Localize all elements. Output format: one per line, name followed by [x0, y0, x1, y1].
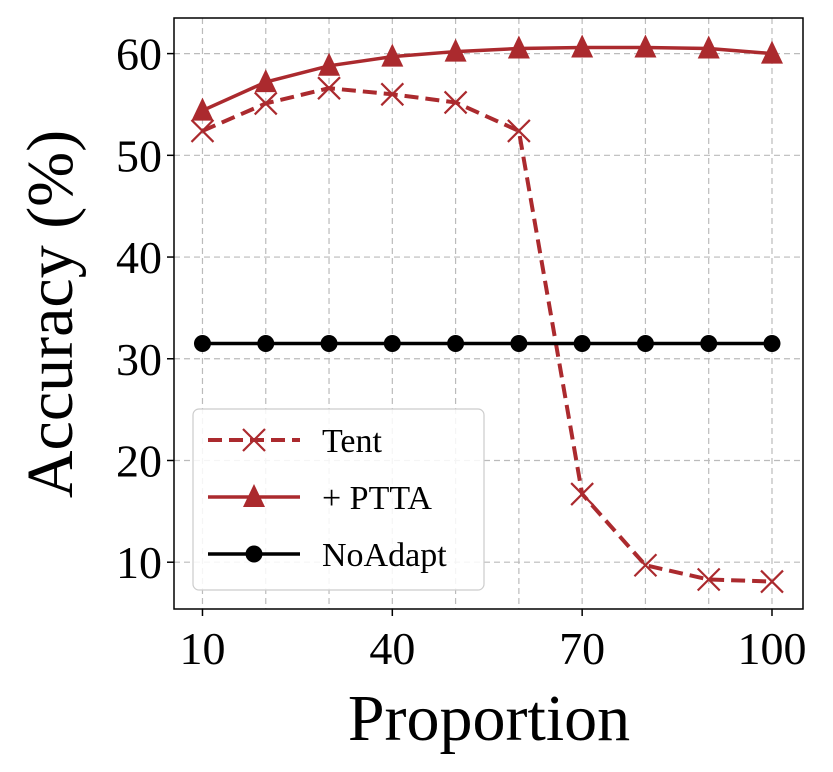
circle-marker	[320, 335, 338, 353]
x-marker	[570, 482, 594, 506]
x-marker	[253, 91, 278, 116]
triangle-marker	[571, 34, 594, 58]
y-tick-label: 30	[116, 334, 162, 385]
circle-marker	[700, 335, 718, 353]
x-marker	[380, 82, 405, 107]
circle-marker	[447, 335, 465, 353]
legend-entry: + PTTA	[208, 480, 432, 517]
legend-label: Tent	[322, 423, 382, 460]
circle-marker	[763, 335, 781, 353]
tick-labels: 10 40 70 100 10 20 30 40 50 60	[116, 29, 806, 674]
triangle-marker	[191, 97, 214, 121]
plot-frame	[173, 17, 804, 610]
series-layer	[190, 34, 784, 594]
triangle-marker	[444, 38, 467, 62]
circle-marker	[257, 335, 275, 353]
triangle-marker	[507, 35, 530, 59]
triangle-marker	[318, 52, 341, 76]
legend-label: NoAdapt	[322, 537, 447, 574]
x-marker	[633, 553, 658, 578]
triangle-marker	[760, 40, 783, 64]
legend: Tent + PTTA NoAdapt	[192, 408, 485, 591]
triangle-marker	[254, 69, 277, 93]
y-tick-label: 60	[116, 29, 162, 80]
x-marker	[190, 119, 215, 143]
legend-entry: NoAdapt	[208, 537, 447, 574]
x-marker	[507, 119, 531, 143]
series-ptta	[191, 34, 783, 121]
circle-marker	[636, 335, 654, 353]
circle-marker	[245, 545, 263, 563]
triangle-marker	[381, 43, 404, 67]
legend-box	[192, 408, 485, 591]
x-marker	[696, 567, 721, 592]
circle-marker	[510, 335, 528, 353]
series-tent	[190, 76, 784, 594]
x-marker	[760, 569, 784, 594]
circle-marker	[193, 335, 211, 353]
x-tick-label: 100	[737, 623, 806, 674]
x-marker	[317, 76, 341, 100]
triangle-marker	[697, 35, 720, 59]
y-tick-label: 10	[116, 537, 162, 588]
triangle-marker	[243, 484, 265, 507]
y-tick-label: 50	[116, 130, 162, 181]
circle-marker	[383, 335, 401, 353]
series-noadapt	[193, 335, 781, 353]
x-axis-label: Proportion	[348, 682, 630, 755]
x-marker	[443, 90, 468, 115]
x-tick-label: 70	[559, 623, 605, 674]
y-axis-label: Accuracy (%)	[14, 130, 87, 498]
x-tick-label: 10	[179, 623, 225, 674]
triangle-marker	[634, 34, 657, 58]
x-tick-label: 40	[369, 623, 415, 674]
series-line	[201, 86, 773, 584]
legend-label: + PTTA	[322, 480, 432, 517]
x-marker	[242, 428, 266, 452]
legend-entry: Tent	[208, 423, 382, 460]
y-tick-label: 40	[116, 232, 162, 283]
series-line	[201, 45, 773, 113]
circle-marker	[573, 335, 591, 353]
y-tick-label: 20	[116, 435, 162, 486]
